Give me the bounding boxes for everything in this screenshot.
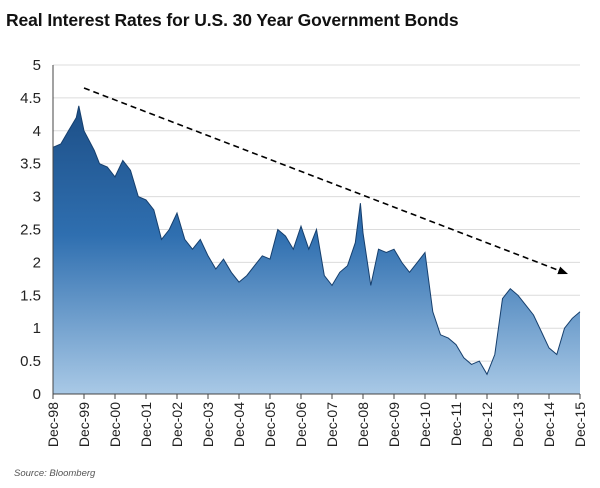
y-tick-label: 0: [33, 386, 41, 403]
source-note: Source: Bloomberg: [14, 468, 96, 479]
x-tick-label: Dec-06: [293, 402, 309, 447]
y-tick-label: 1: [33, 320, 41, 337]
x-tick-label: Dec-99: [76, 402, 92, 447]
x-tick-label: Dec-03: [200, 402, 216, 447]
series-line: [52, 105, 581, 376]
y-tick-label: 4: [33, 123, 41, 140]
x-tick-label: Dec-05: [262, 402, 278, 447]
x-tick-label: Dec-11: [448, 402, 464, 446]
x-tick-label: Dec-15: [572, 402, 588, 447]
x-tick-label: Dec-02: [169, 402, 185, 447]
y-tick-label: 1.5: [20, 287, 41, 304]
trend-arrow: [83, 87, 569, 275]
x-tick-label: Dec-14: [541, 402, 557, 447]
x-tick-label: Dec-13: [510, 402, 526, 447]
x-axis: Dec-98 Dec-99 Dec-00 Dec-01 Dec-02 Dec-03 Dec-…: [45, 394, 588, 447]
y-tick-label: 2: [33, 254, 41, 271]
x-tick-label: Dec-10: [417, 402, 433, 447]
y-tick-label: 3.5: [20, 156, 41, 173]
y-tick-label: 5: [33, 57, 41, 74]
x-tick-label: Dec-00: [107, 402, 123, 447]
x-tick-label: Dec-01: [138, 402, 154, 447]
y-tick-label: 4.5: [20, 90, 41, 107]
x-tick-label: Dec-98: [45, 402, 61, 447]
y-axis: 0 0.5 1 1.5 2 2.5 3 3.5 4 4.5 5: [20, 57, 41, 403]
chart-title: Real Interest Rates for U.S. 30 Year Gov…: [6, 10, 459, 30]
y-tick-label: 3: [33, 189, 41, 206]
y-tick-label: 2.5: [20, 222, 41, 239]
x-tick-label: Dec-08: [355, 402, 371, 447]
x-tick-label: Dec-04: [231, 402, 247, 447]
x-tick-label: Dec-09: [386, 402, 402, 447]
x-tick-label: Dec-07: [324, 402, 340, 447]
y-tick-label: 0.5: [20, 353, 41, 370]
x-tick-label: Dec-12: [479, 402, 495, 447]
area-fill: [53, 105, 580, 395]
